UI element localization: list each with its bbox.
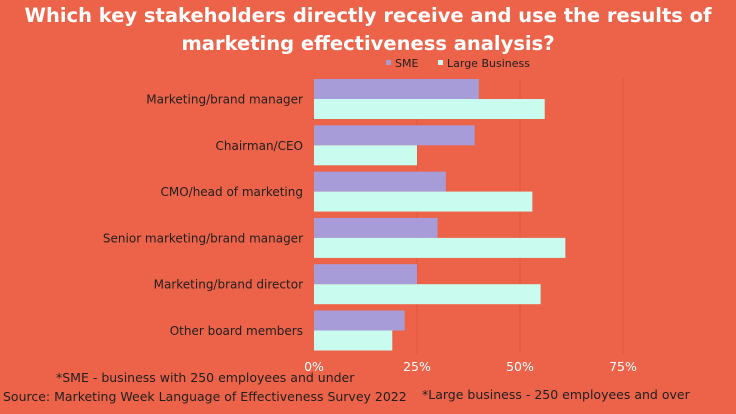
chart-title: Which key stakeholders directly receive … [24,4,712,55]
category-label: CMO/head of marketing [160,185,303,199]
category-label: Marketing/brand manager [146,93,303,107]
bar-sme [314,79,479,99]
large-business-footnote: *Large business - 250 employees and over [422,387,690,402]
bar-large-business [314,284,541,305]
x-tick-label: 0% [304,359,324,374]
bar-large-business [314,330,393,351]
bar-large-business [314,145,417,166]
category-label: Marketing/brand director [154,278,303,292]
x-tick-label: 25% [403,359,431,374]
legend-label: Large Business [447,57,530,70]
legend: SME Large Business [386,57,530,70]
bar-sme [314,125,475,146]
category-label: Other board members [170,324,303,338]
bar-large-business [314,191,533,212]
x-tick-labels: 0% 25% 50% 75% [304,359,637,374]
bar-sme [314,264,417,285]
bar-large-business [314,237,566,258]
category-label: Senior marketing/brand manager [103,231,303,245]
x-tick-label: 75% [609,359,637,374]
grid-lines [416,78,624,354]
category-label: Chairman/CEO [216,139,304,153]
x-tick-label: 50% [506,359,534,374]
bar-large-business [314,99,545,119]
legend-swatch [438,60,443,65]
legend-label: SME [395,57,418,70]
sme-footnote: *SME - business with 250 employees and u… [56,370,355,385]
legend-swatch [386,60,391,65]
source-note: Source: Marketing Week Language of Effec… [3,389,407,404]
bars [314,79,566,351]
bar-sme [314,310,405,331]
bar-sme [314,217,438,238]
category-labels: Marketing/brand manager Chairman/CEO CMO/h… [103,93,303,339]
bar-sme [314,171,446,192]
